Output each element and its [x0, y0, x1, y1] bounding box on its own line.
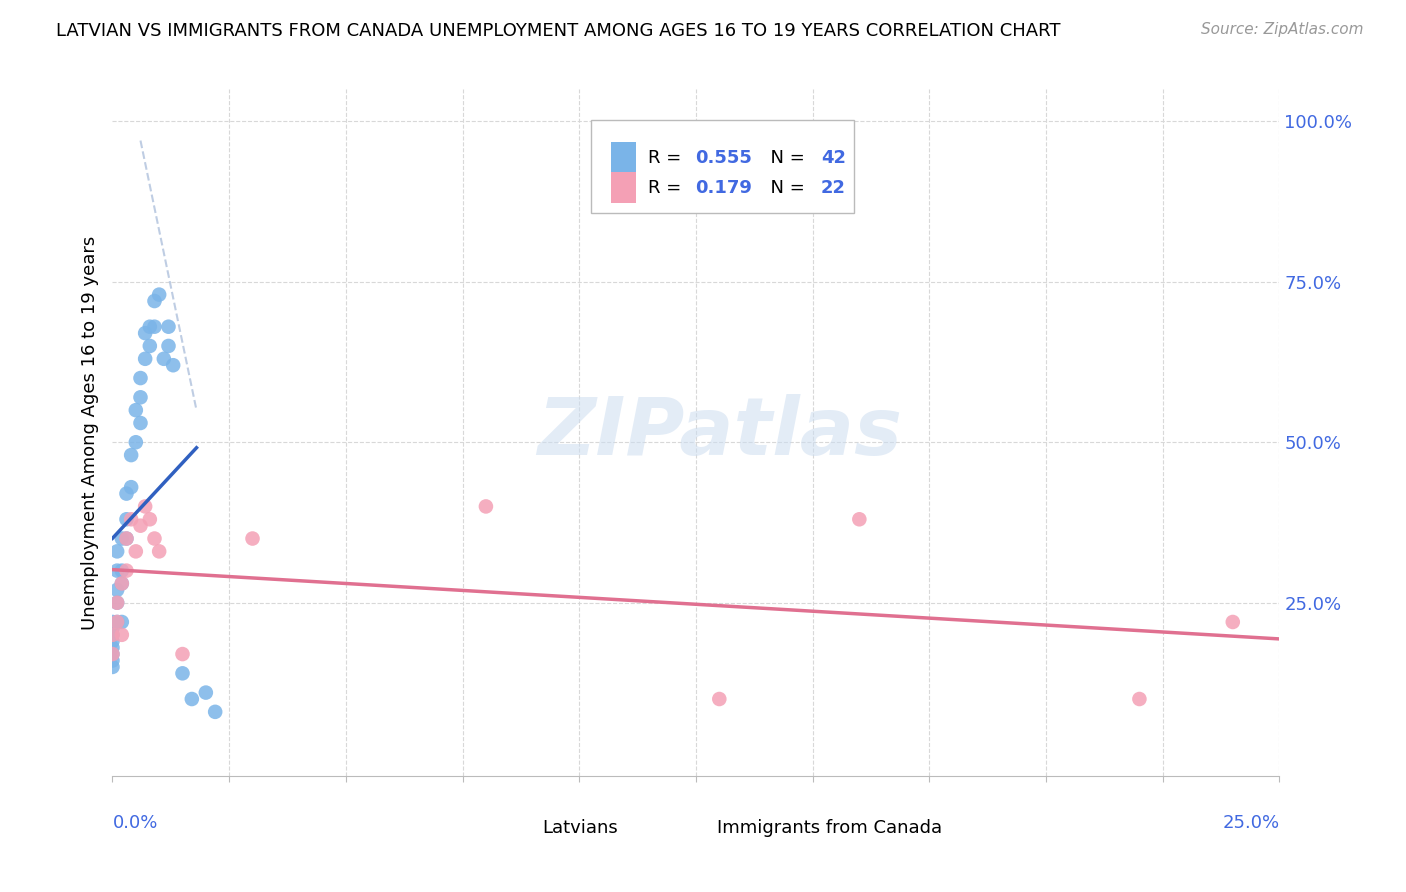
Point — [111, 576, 134, 591]
Point — [134, 500, 156, 514]
Point — [1222, 615, 1244, 629]
Point — [105, 582, 128, 597]
Point — [111, 576, 134, 591]
Text: 22: 22 — [821, 179, 846, 197]
Point — [105, 596, 128, 610]
Point — [242, 532, 264, 546]
Point — [115, 532, 138, 546]
FancyBboxPatch shape — [509, 814, 534, 841]
Point — [101, 647, 124, 661]
Y-axis label: Unemployment Among Ages 16 to 19 years: Unemployment Among Ages 16 to 19 years — [80, 235, 98, 630]
Text: 0.0%: 0.0% — [112, 814, 157, 832]
Text: 25.0%: 25.0% — [1222, 814, 1279, 832]
Point — [134, 326, 156, 340]
Point — [134, 351, 156, 366]
Point — [1128, 692, 1150, 706]
Point — [129, 518, 152, 533]
Point — [111, 532, 134, 546]
Text: Immigrants from Canada: Immigrants from Canada — [717, 819, 942, 837]
Point — [172, 666, 194, 681]
Point — [162, 358, 184, 372]
Text: LATVIAN VS IMMIGRANTS FROM CANADA UNEMPLOYMENT AMONG AGES 16 TO 19 YEARS CORRELA: LATVIAN VS IMMIGRANTS FROM CANADA UNEMPL… — [56, 22, 1060, 40]
FancyBboxPatch shape — [610, 143, 637, 173]
Point — [115, 564, 138, 578]
FancyBboxPatch shape — [685, 814, 710, 841]
Point — [101, 653, 124, 667]
Text: 0.555: 0.555 — [695, 149, 752, 167]
Point — [125, 435, 148, 450]
Point — [120, 448, 142, 462]
FancyBboxPatch shape — [610, 172, 637, 203]
Point — [143, 293, 166, 308]
Point — [101, 634, 124, 648]
Point — [120, 512, 142, 526]
Point — [101, 660, 124, 674]
Point — [105, 615, 128, 629]
Point — [143, 319, 166, 334]
Point — [101, 647, 124, 661]
Point — [848, 512, 870, 526]
Point — [139, 339, 162, 353]
Point — [101, 628, 124, 642]
Point — [153, 351, 176, 366]
Point — [475, 500, 498, 514]
Text: N =: N = — [759, 179, 810, 197]
Point — [115, 512, 138, 526]
Point — [105, 564, 128, 578]
Text: N =: N = — [759, 149, 810, 167]
Point — [111, 564, 134, 578]
Point — [148, 287, 170, 301]
Point — [129, 416, 152, 430]
Point — [115, 532, 138, 546]
Point — [180, 692, 202, 706]
Point — [204, 705, 226, 719]
Point — [101, 621, 124, 635]
Point — [101, 640, 124, 655]
Point — [139, 319, 162, 334]
Text: R =: R = — [648, 149, 688, 167]
Point — [105, 615, 128, 629]
Point — [111, 628, 134, 642]
Point — [120, 480, 142, 494]
Point — [105, 544, 128, 558]
Point — [129, 390, 152, 404]
Point — [129, 371, 152, 385]
Text: Latvians: Latvians — [541, 819, 617, 837]
Text: Source: ZipAtlas.com: Source: ZipAtlas.com — [1201, 22, 1364, 37]
Point — [194, 685, 217, 699]
Text: R =: R = — [648, 179, 688, 197]
Text: 42: 42 — [821, 149, 846, 167]
Point — [125, 403, 148, 417]
Point — [148, 544, 170, 558]
Point — [157, 319, 180, 334]
FancyBboxPatch shape — [591, 120, 853, 213]
Text: 0.179: 0.179 — [695, 179, 752, 197]
Point — [139, 512, 162, 526]
Point — [709, 692, 731, 706]
Point — [157, 339, 180, 353]
Text: ZIPatlas: ZIPatlas — [537, 393, 901, 472]
Point — [111, 615, 134, 629]
Point — [125, 544, 148, 558]
Point — [172, 647, 194, 661]
Point — [101, 615, 124, 629]
Point — [115, 486, 138, 500]
Point — [143, 532, 166, 546]
Point — [101, 628, 124, 642]
Point — [105, 596, 128, 610]
